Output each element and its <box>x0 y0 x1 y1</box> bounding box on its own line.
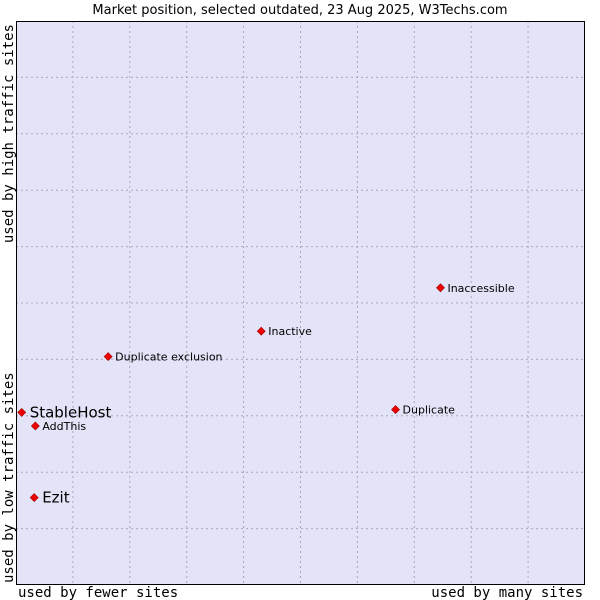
data-point-marker <box>391 405 400 415</box>
data-point-label: Ezit <box>42 489 70 507</box>
data-point-marker <box>17 407 27 417</box>
data-point-marker <box>30 421 40 431</box>
data-point-label: Inactive <box>268 325 312 338</box>
data-point-marker <box>103 352 113 362</box>
x-axis-label-left: used by fewer sites <box>18 585 178 600</box>
data-point-marker <box>29 493 39 503</box>
plot-border <box>16 21 585 585</box>
data-point-marker <box>256 326 266 336</box>
data-point-marker <box>436 283 445 293</box>
data-point-label: Duplicate <box>403 404 456 417</box>
grid-lines <box>16 21 585 585</box>
x-axis-label-right: used by many sites <box>431 585 583 600</box>
data-point-label: AddThis <box>42 420 86 433</box>
y-axis-label-top: used by high traffic sites <box>1 24 17 243</box>
data-point-label: Inaccessible <box>447 282 514 295</box>
y-axis-label-bottom: used by low traffic sites <box>1 372 17 583</box>
chart-title: Market position, selected outdated, 23 A… <box>92 3 507 18</box>
data-point-label: Duplicate exclusion <box>115 351 222 364</box>
data-point-label: StableHost <box>30 403 112 421</box>
